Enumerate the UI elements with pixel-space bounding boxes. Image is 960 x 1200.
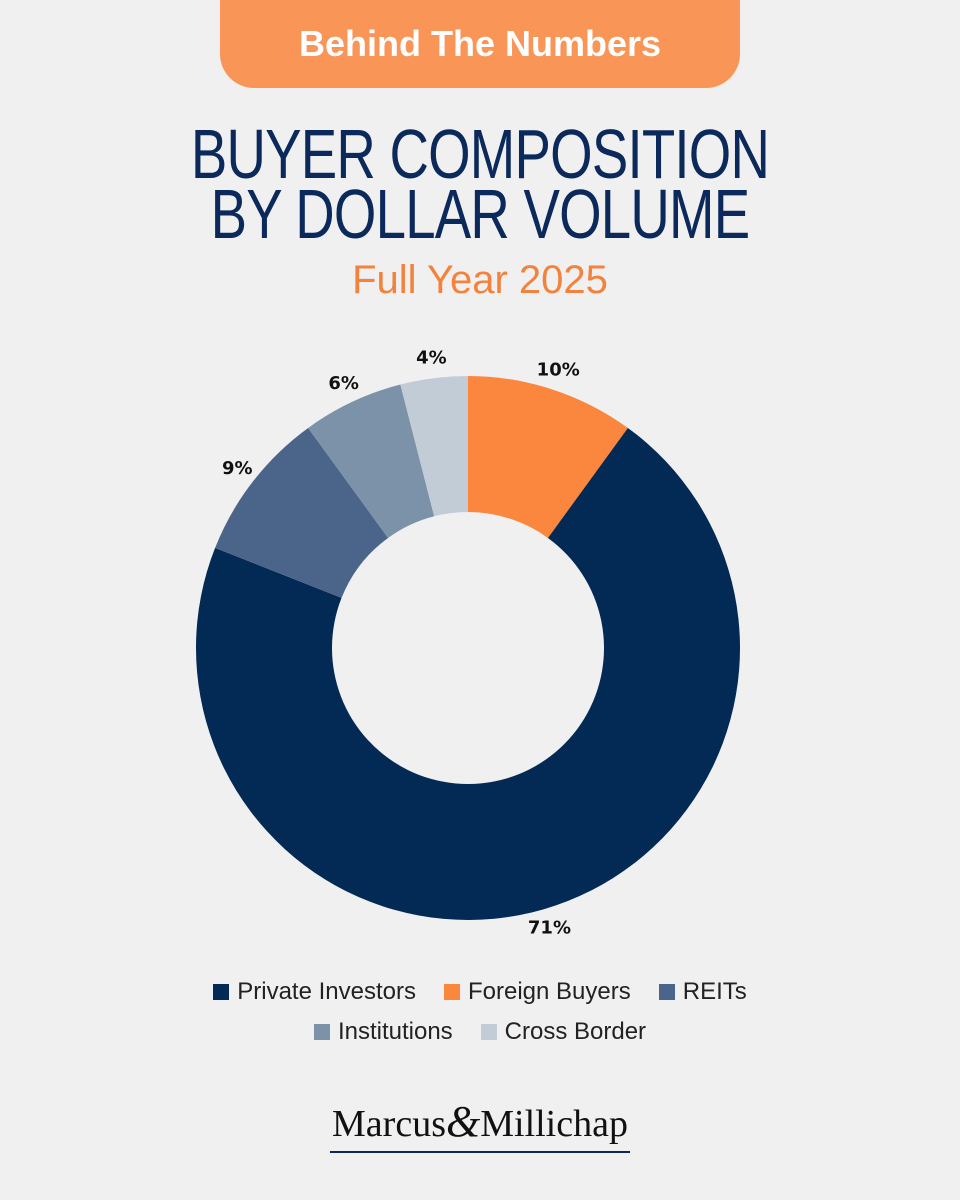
header-banner: Behind The Numbers bbox=[220, 0, 740, 88]
legend-label: Cross Border bbox=[504, 1018, 647, 1045]
pie-slice-private-investors bbox=[196, 427, 740, 920]
legend-swatch bbox=[213, 984, 230, 1000]
pie-slice-foreign-buyers bbox=[468, 376, 628, 538]
pie-slice-institutions bbox=[308, 384, 435, 538]
data-label-institutions: 6% bbox=[328, 373, 359, 394]
chart-subtitle: Full Year 2025 bbox=[352, 258, 608, 302]
legend-swatch bbox=[313, 1024, 330, 1040]
data-label-foreign-buyers: 10% bbox=[537, 359, 580, 380]
logo-part2: Millichap bbox=[480, 1103, 628, 1145]
pie-slice-reits bbox=[215, 427, 389, 598]
legend-label: REITs bbox=[682, 978, 747, 1005]
legend-item-foreign-buyers: Foreign Buyers bbox=[443, 978, 631, 1006]
data-label-private-investors: 71% bbox=[528, 917, 571, 938]
donut-chart: 10% 71% 9% 6% 4% bbox=[196, 347, 740, 938]
legend-swatch bbox=[480, 1024, 497, 1040]
legend-item-institutions: Institutions bbox=[313, 1018, 453, 1046]
legend-item-private-investors: Private Investors bbox=[213, 978, 416, 1006]
banner-label: Behind The Numbers bbox=[298, 23, 662, 64]
pie-slice-cross-border bbox=[400, 376, 468, 517]
chart-title-line1: BUYER COMPOSITION bbox=[190, 115, 770, 193]
legend-item-reits: REITs bbox=[658, 978, 747, 1006]
legend-label: Institutions bbox=[337, 1018, 453, 1045]
legend-item-cross-border: Cross Border bbox=[480, 1018, 647, 1046]
logo-ampersand: & bbox=[445, 1097, 481, 1146]
brand-logo: Marcus&Millichap bbox=[0, 1096, 960, 1153]
data-label-reits: 9% bbox=[222, 458, 253, 479]
legend-label: Private Investors bbox=[237, 978, 416, 1005]
chart-title-line2: BY DOLLAR VOLUME bbox=[210, 175, 751, 253]
logo-part1: Marcus bbox=[332, 1103, 446, 1145]
chart-legend: Private Investors Foreign Buyers REITs I… bbox=[0, 978, 960, 1058]
logo-wordmark: Marcus&Millichap bbox=[330, 1096, 630, 1153]
legend-swatch bbox=[658, 984, 675, 1000]
legend-label: Foreign Buyers bbox=[467, 978, 631, 1005]
data-label-cross-border: 4% bbox=[416, 347, 447, 368]
legend-swatch bbox=[443, 984, 460, 1000]
